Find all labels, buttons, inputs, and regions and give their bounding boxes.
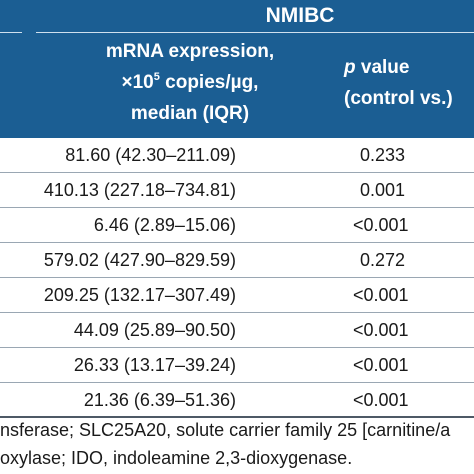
median-cell: 81.60 (42.30–211.09) — [65, 145, 236, 165]
pvalue-cell: <0.001 — [353, 390, 409, 410]
median-cell: 21.36 (6.39–51.36) — [83, 390, 236, 410]
header-rule — [36, 32, 474, 33]
median-cell: 209.25 (132.17–307.49) — [43, 285, 236, 305]
pvalue-cell: 0.272 — [360, 250, 406, 270]
pvalue-cell: <0.001 — [353, 285, 409, 305]
expression-column-header: mRNA expression, ×105 copies/µg, median … — [60, 36, 320, 129]
table-row: 410.13 (227.18–734.81) 0.001 — [0, 173, 474, 208]
pvalue-cell: <0.001 — [353, 355, 409, 375]
table-row: 81.60 (42.30–211.09) 0.233 — [0, 138, 474, 173]
table-row: 26.33 (13.17–39.24) <0.001 — [0, 348, 474, 383]
pvalue-cell: <0.001 — [353, 215, 409, 235]
pvalue-cell: 0.233 — [360, 145, 406, 165]
table-bottom-rule — [0, 416, 474, 418]
pvalue-header-value: value — [355, 57, 410, 78]
median-cell: 6.46 (2.89–15.06) — [93, 215, 236, 235]
median-cell: 44.09 (25.89–90.50) — [73, 320, 236, 340]
table-row: 6.46 (2.89–15.06) <0.001 — [0, 208, 474, 243]
pvalue-header-p: p — [344, 57, 356, 78]
pvalue-cell: 0.001 — [360, 180, 406, 200]
pvalue-header-line1: p value — [344, 52, 474, 83]
table-header: NMIBC mRNA expression, ×105 copies/µg, m… — [0, 0, 474, 138]
table-row: 44.09 (25.89–90.50) <0.001 — [0, 313, 474, 348]
group-title: NMIBC — [265, 4, 335, 27]
table-row: 209.25 (132.17–307.49) <0.001 — [0, 278, 474, 313]
footnote-line-2: oxylase; IDO, indoleamine 2,3-dioxygenas… — [0, 448, 353, 468]
median-cell: 579.02 (427.90–829.59) — [43, 250, 236, 270]
expression-header-line1: mRNA expression, — [105, 41, 275, 62]
pvalue-header-line2: (control vs.) — [344, 88, 453, 109]
median-cell: 26.33 (13.17–39.24) — [73, 355, 236, 375]
pvalue-cell: <0.001 — [353, 320, 409, 340]
expression-header-line3: median (IQR) — [130, 103, 250, 124]
footnote-line-1: nsferase; SLC25A20, solute carrier famil… — [0, 420, 451, 440]
median-cell: 410.13 (227.18–734.81) — [43, 180, 236, 200]
expression-header-multiplier: ×10 — [121, 72, 154, 93]
expression-header-exponent: 5 — [153, 71, 160, 83]
table-body: 81.60 (42.30–211.09) 0.233 410.13 (227.1… — [0, 138, 474, 418]
expression-header-unit: copies/µg, — [159, 72, 259, 93]
table-row: 21.36 (6.39–51.36) <0.001 — [0, 383, 474, 418]
table-row: 579.02 (427.90–829.59) 0.272 — [0, 243, 474, 278]
pvalue-column-header: p value (control vs.) — [344, 52, 474, 114]
expression-header-line2: ×105 copies/µg, — [60, 67, 320, 98]
header-rule-left — [0, 32, 22, 33]
